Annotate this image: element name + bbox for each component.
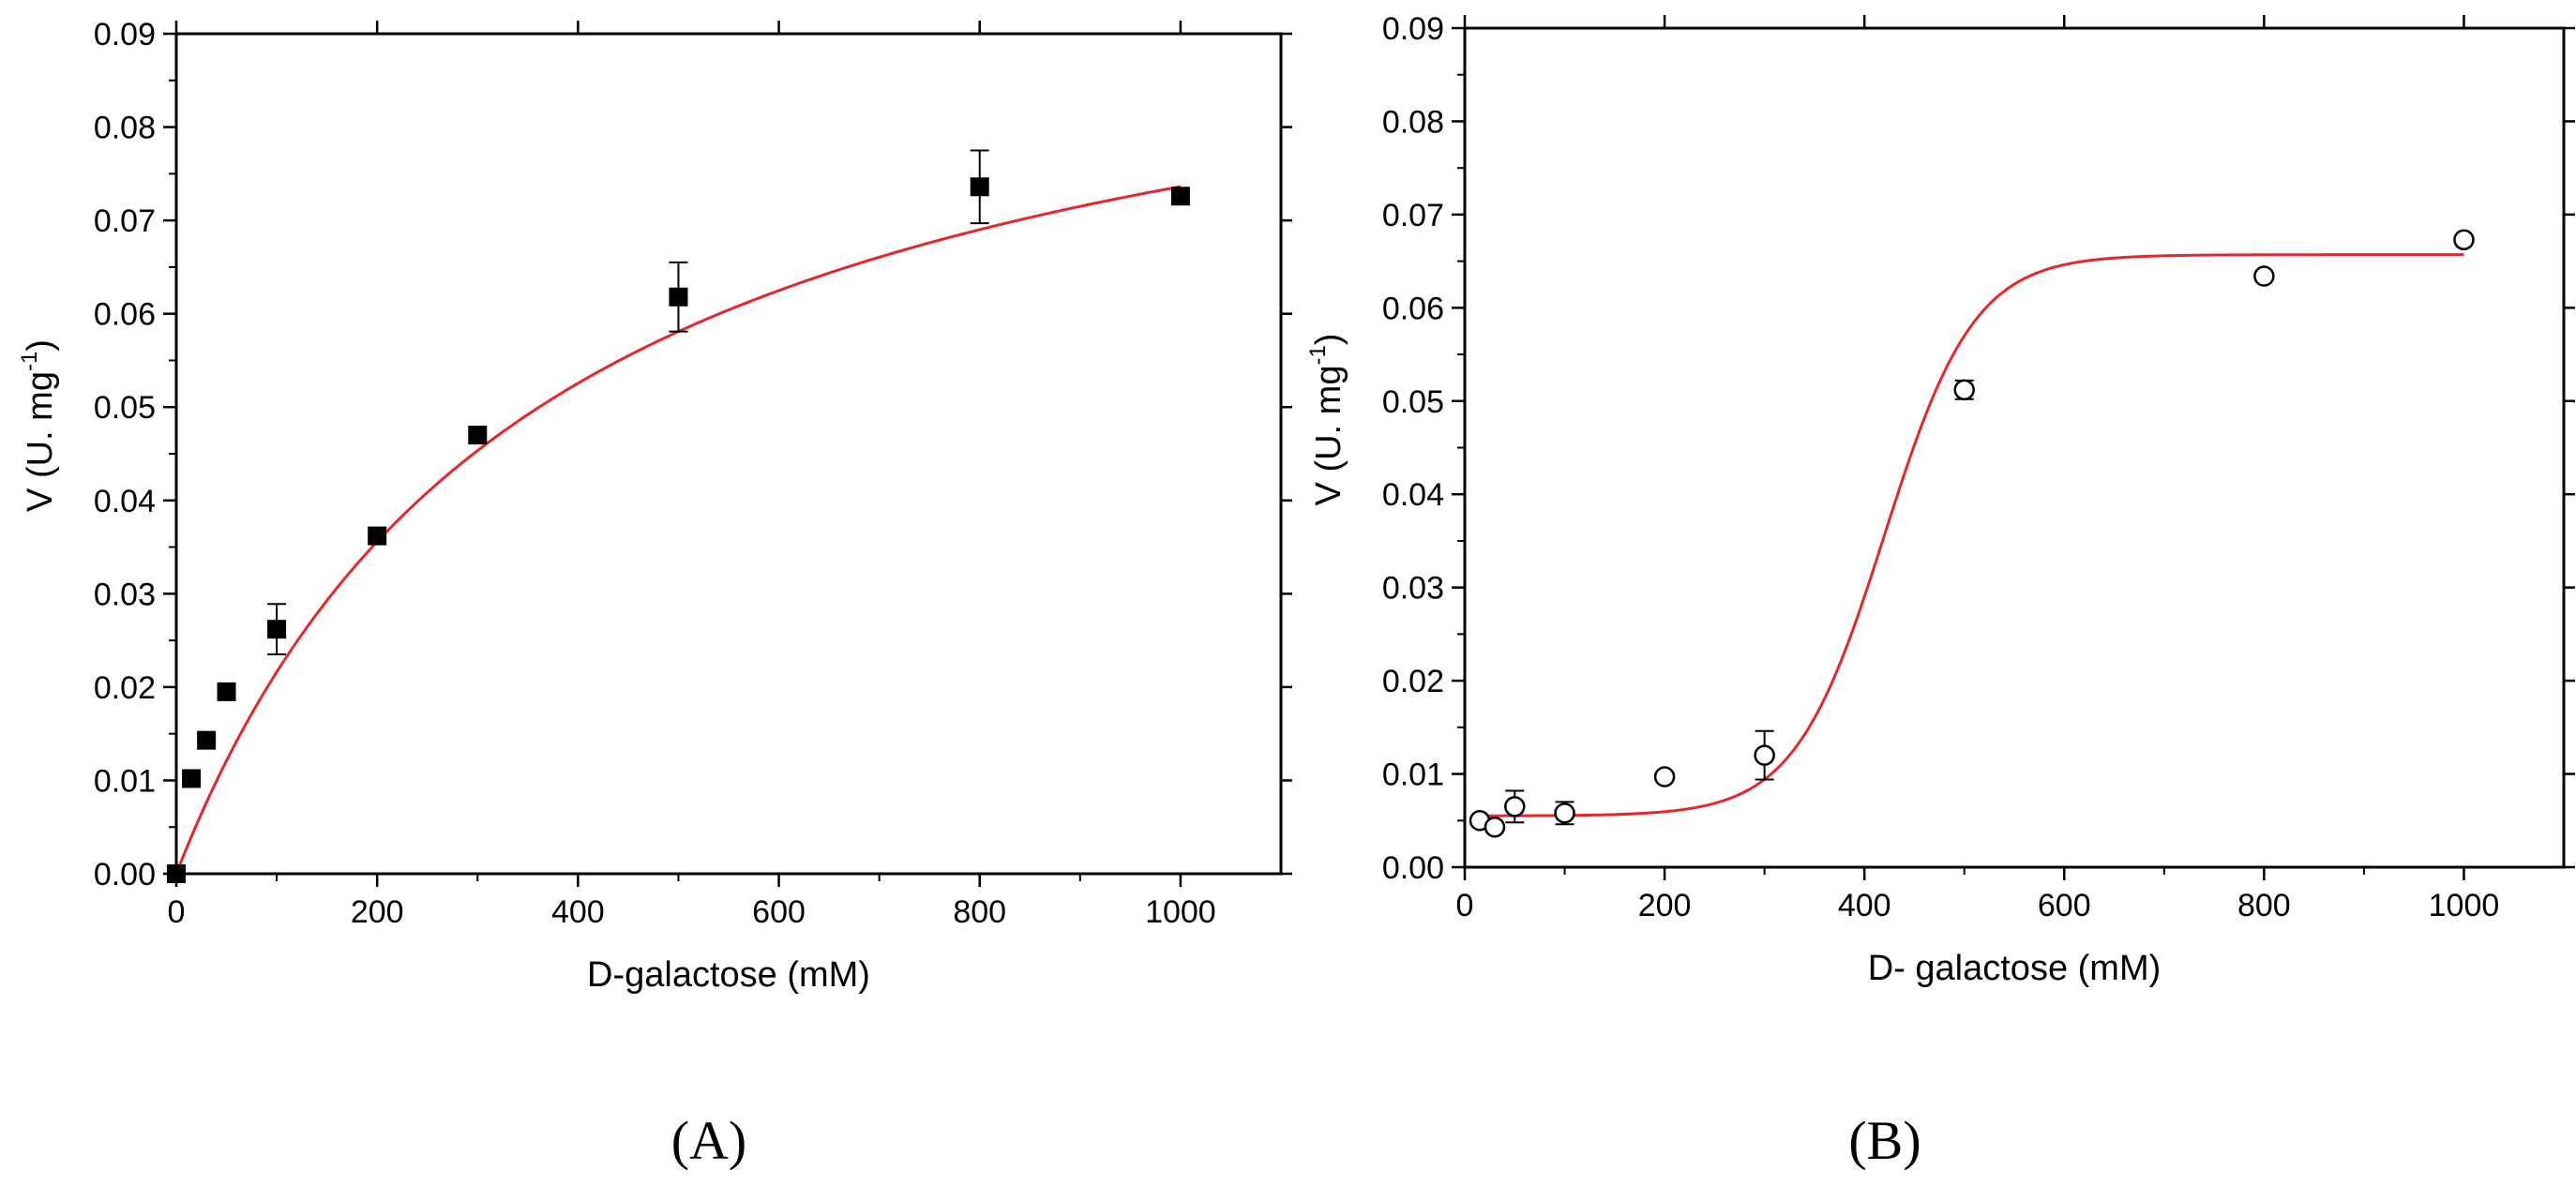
y-axis-title-close: ) xyxy=(21,339,60,352)
x-tick-label: 800 xyxy=(2237,888,2291,923)
data-point xyxy=(167,864,186,883)
x-tick-label: 400 xyxy=(1838,888,1891,923)
data-point xyxy=(368,526,387,546)
panel-label: (A) xyxy=(671,1110,747,1171)
data-point xyxy=(1170,187,1190,206)
y-tick-label: 0.01 xyxy=(94,763,156,799)
y-tick-label: 0.06 xyxy=(1382,291,1444,326)
x-tick-label: 0 xyxy=(1456,888,1474,923)
y-axis-title: V (U. mg-1) xyxy=(1305,334,1348,506)
data-point xyxy=(2453,229,2475,250)
y-axis-title-main: V (U. mg xyxy=(21,371,60,512)
y-axis-title-superscript: -1 xyxy=(17,352,42,371)
chart-panel-a: 0 200 400 600 800 1000 0.00 0.01 0.02 0.03 0.04 0.0… xyxy=(17,17,1292,1171)
y-axis-title-close: ) xyxy=(1309,334,1348,346)
y-tick-label: 0.06 xyxy=(94,297,156,333)
x-tick-label: 400 xyxy=(551,894,605,930)
y-axis-title-main: V (U. mg xyxy=(1309,366,1348,506)
data-point xyxy=(182,769,202,788)
x-axis-title: D-galactose (mM) xyxy=(587,955,870,995)
y-tick-label: 0.09 xyxy=(1382,11,1444,47)
panel-label: (B) xyxy=(1848,1110,1921,1171)
x-axis-title: D- galactose (mM) xyxy=(1868,949,2162,988)
plot-frame xyxy=(174,32,1283,876)
y-tick-label: 0.05 xyxy=(94,390,156,426)
x-tick-label: 600 xyxy=(752,894,806,930)
data-point xyxy=(197,730,217,750)
x-tick-label: 200 xyxy=(351,894,404,930)
data-point xyxy=(1953,379,1975,401)
plot-frame xyxy=(1463,26,2566,869)
x-tick-label: 0 xyxy=(168,894,186,930)
y-tick-label: 0.00 xyxy=(1382,850,1444,886)
x-tick-label: 1000 xyxy=(2429,888,2500,923)
y-tick-label: 0.07 xyxy=(94,203,156,239)
x-tick-label: 800 xyxy=(953,894,1006,930)
y-tick-label: 0.09 xyxy=(94,17,156,52)
y-tick-label: 0.05 xyxy=(1382,384,1444,420)
x-tick-label: 200 xyxy=(1638,888,1692,923)
y-tick-label: 0.03 xyxy=(1382,571,1444,607)
y-tick-label: 0.04 xyxy=(94,484,156,519)
x-tick-label: 600 xyxy=(2038,888,2091,923)
y-tick-label: 0.00 xyxy=(94,857,156,892)
y-tick-label: 0.03 xyxy=(94,577,156,612)
data-point xyxy=(970,177,989,197)
data-point xyxy=(669,287,688,307)
y-axis-title: V (U. mg-1) xyxy=(17,339,60,512)
data-point xyxy=(468,426,488,445)
y-tick-label: 0.01 xyxy=(1382,758,1444,793)
data-point xyxy=(1653,766,1676,788)
data-point xyxy=(1754,744,1775,766)
y-tick-label: 0.07 xyxy=(1382,198,1444,233)
y-tick-label: 0.02 xyxy=(1382,664,1444,699)
fit-curve xyxy=(1479,253,2464,818)
x-tick-label: 1000 xyxy=(1145,894,1216,930)
data-point xyxy=(2253,265,2275,287)
y-tick-label: 0.08 xyxy=(94,111,156,146)
y-axis-title-superscript: -1 xyxy=(1305,345,1331,365)
data-point xyxy=(1504,796,1526,818)
y-tick-label: 0.08 xyxy=(1382,104,1444,140)
data-point xyxy=(1484,816,1506,838)
data-point xyxy=(267,620,287,639)
data-point xyxy=(217,682,236,701)
y-tick-label: 0.02 xyxy=(94,670,156,706)
y-tick-label: 0.04 xyxy=(1382,477,1444,513)
chart-panel-b: 0 200 400 600 800 1000 0.00 0.01 0.02 0.03 0.04 0.0… xyxy=(1305,11,2575,1171)
data-point xyxy=(1554,802,1575,824)
